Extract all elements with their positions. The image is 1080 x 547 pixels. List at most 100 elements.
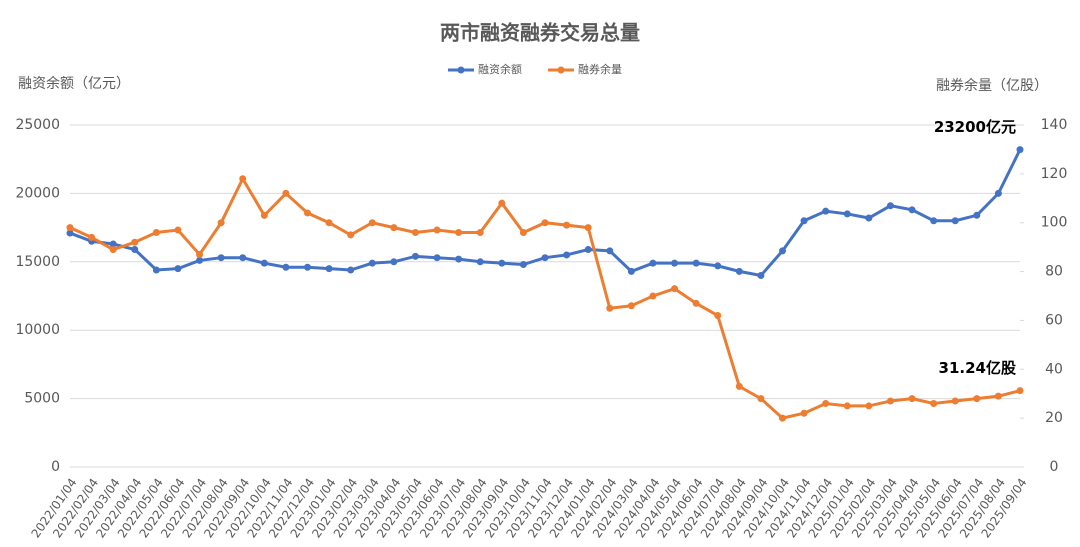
data-point (951, 217, 959, 225)
y-tick-label: 10000 (15, 322, 60, 338)
data-point (217, 219, 225, 227)
data-point (131, 245, 139, 253)
data-point (908, 206, 916, 214)
legend-label: 融券余量 (578, 62, 622, 76)
data-point (174, 226, 182, 234)
data-point (800, 409, 808, 417)
y2-tick-label: 60 (1045, 312, 1063, 328)
data-point (390, 258, 398, 266)
data-point (994, 392, 1002, 400)
data-point (692, 259, 700, 267)
data-point (66, 224, 74, 232)
data-point (886, 397, 894, 405)
data-point (304, 209, 311, 217)
data-point (973, 211, 981, 219)
y2-tick-label: 40 (1045, 361, 1063, 377)
y2-tick-label: 140 (1041, 117, 1068, 133)
data-point (584, 245, 592, 253)
data-point (541, 254, 549, 262)
data-point (109, 246, 117, 254)
data-point (260, 211, 268, 219)
data-point (541, 219, 549, 227)
y-tick-label: 5000 (24, 391, 60, 407)
y2-tick-label: 80 (1045, 264, 1063, 280)
data-point (735, 382, 743, 390)
data-point (1016, 387, 1024, 395)
data-point (649, 292, 657, 300)
data-point (239, 254, 247, 262)
data-point (930, 399, 938, 407)
y2-tick-label: 20 (1045, 410, 1063, 426)
data-point (649, 259, 657, 267)
data-point (714, 312, 722, 320)
data-point (843, 402, 851, 410)
y-tick-label: 15000 (15, 254, 60, 270)
data-point (908, 395, 916, 403)
data-point (260, 259, 268, 267)
data-point (325, 265, 333, 273)
data-point (433, 226, 441, 234)
data-label: 31.24亿股 (939, 359, 1017, 377)
data-point (347, 231, 355, 239)
y-tick-label: 25000 (15, 117, 60, 133)
data-point (131, 238, 139, 246)
data-point (627, 267, 635, 275)
y-axis-title: 融资余额（亿元） (18, 75, 130, 92)
y2-tick-label: 120 (1041, 166, 1068, 182)
data-point (563, 221, 571, 229)
data-point (606, 304, 614, 312)
data-point (368, 219, 376, 227)
data-point (822, 399, 830, 407)
data-point (152, 266, 160, 274)
data-point (66, 229, 74, 237)
y2-axis-title: 融券余量（亿股） (936, 77, 1048, 94)
legend-label: 融资余额 (478, 62, 522, 76)
data-point (779, 414, 786, 422)
data-point (671, 285, 679, 293)
data-point (196, 250, 204, 258)
data-point (498, 199, 506, 207)
y-tick-label: 0 (51, 459, 60, 475)
data-point (455, 228, 463, 236)
data-point (994, 189, 1002, 197)
data-point (563, 251, 571, 259)
data-point (411, 252, 419, 260)
data-point (282, 189, 290, 197)
data-point (196, 256, 204, 264)
data-point (455, 255, 463, 263)
data-point (757, 395, 765, 403)
data-point (390, 224, 398, 232)
y-tick-label: 20000 (15, 185, 60, 201)
data-point (411, 228, 419, 236)
legend-marker (457, 66, 465, 74)
data-point (606, 247, 614, 255)
data-point (584, 224, 592, 232)
legend-marker (557, 66, 565, 74)
data-point (843, 210, 851, 218)
chart-title: 两市融资融券交易总量 (440, 21, 640, 45)
data-point (822, 207, 830, 215)
data-point (433, 254, 441, 262)
data-point (627, 302, 635, 310)
data-point (886, 202, 894, 210)
data-point (519, 228, 527, 236)
data-point (779, 247, 786, 255)
data-point (347, 266, 355, 274)
data-point (973, 395, 981, 403)
y2-tick-label: 100 (1041, 215, 1068, 231)
data-point (671, 259, 679, 267)
data-point (519, 261, 527, 269)
data-point (865, 214, 873, 222)
data-point (174, 265, 182, 273)
data-point (152, 228, 160, 236)
data-point (498, 259, 506, 267)
data-point (217, 254, 225, 262)
data-point (476, 228, 484, 236)
data-point (325, 219, 333, 227)
data-point (109, 240, 117, 248)
data-point (282, 263, 290, 271)
data-point (735, 267, 743, 275)
data-point (368, 259, 376, 267)
